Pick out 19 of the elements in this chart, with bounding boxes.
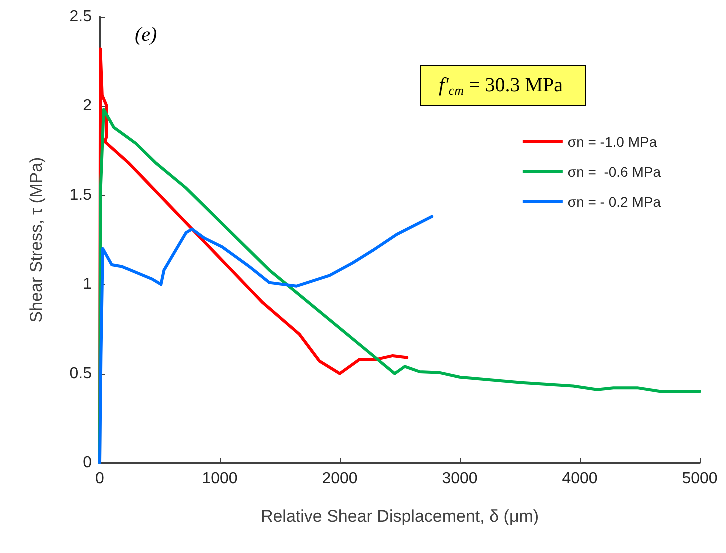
legend-label: σn = -0.6 MPa bbox=[568, 164, 662, 180]
x-axis-title: Relative Shear Displacement, δ (μm) bbox=[260, 507, 540, 526]
y-tick-label: 1.5 bbox=[70, 186, 92, 204]
x-tick-label: 2000 bbox=[322, 470, 358, 488]
x-tick-label: 5000 bbox=[682, 470, 718, 488]
x-tick-label: 0 bbox=[96, 470, 105, 488]
y-tick-label: 0.5 bbox=[70, 365, 92, 382]
x-tick-label: 3000 bbox=[442, 470, 478, 488]
line-series bbox=[98, 215, 434, 464]
y-tick-label: 2.5 bbox=[70, 8, 92, 26]
legend-label: σn = - 0.2 MPa bbox=[568, 194, 662, 210]
y-tick-label: 2 bbox=[83, 98, 92, 115]
x-tick-label: 4000 bbox=[562, 470, 598, 488]
y-tick-label: 1 bbox=[83, 276, 92, 294]
x-tick-label: 1000 bbox=[202, 470, 238, 488]
legend-label: σn = -1.0 MPa bbox=[568, 134, 658, 150]
annotation: (e) bbox=[135, 24, 158, 46]
y-tick-label: 0 bbox=[83, 454, 92, 472]
y-axis-title: Shear Stress, τ (MPa) bbox=[27, 157, 46, 323]
